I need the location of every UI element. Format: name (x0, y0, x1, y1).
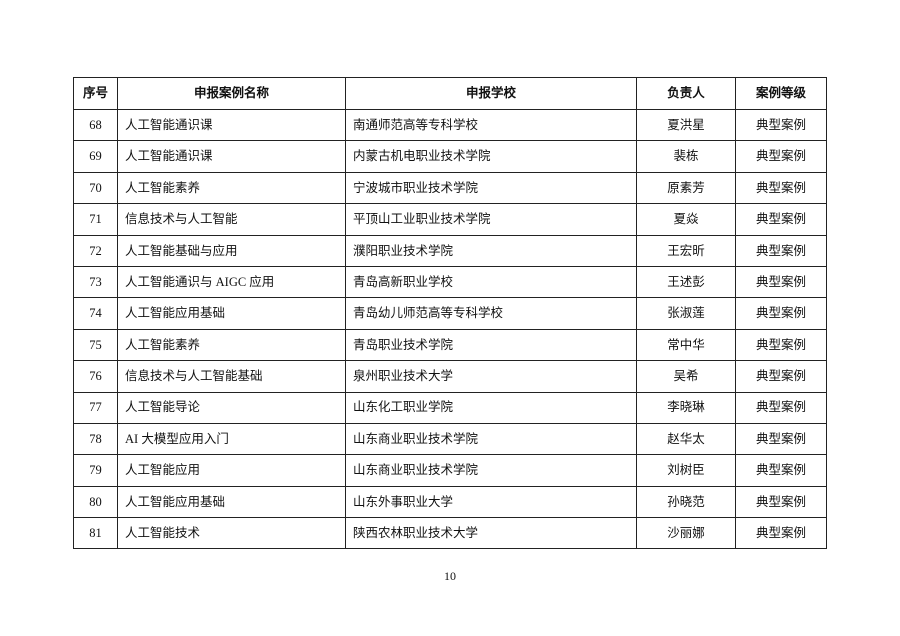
cell-lead: 原素芳 (636, 171, 736, 205)
cell-school: 山东商业职业技术学院 (345, 422, 637, 456)
cell-index: 68 (73, 108, 118, 142)
cell-index: 71 (73, 203, 118, 236)
page-number: 10 (444, 569, 456, 583)
cell-index: 78 (73, 422, 118, 456)
cell-school: 青岛高新职业学校 (345, 265, 637, 299)
cell-school: 平顶山工业职业技术学院 (345, 203, 637, 236)
table-row: 72 人工智能基础与应用 濮阳职业技术学院 王宏昕 典型案例 (73, 234, 827, 267)
cell-case-name: 信息技术与人工智能基础 (117, 360, 346, 393)
cell-level: 典型案例 (735, 391, 827, 424)
cell-index: 70 (73, 171, 118, 205)
table-row: 81 人工智能技术 陕西农林职业技术大学 沙丽娜 典型案例 (73, 517, 827, 550)
cell-level: 典型案例 (735, 234, 827, 267)
cell-case-name: 人工智能应用基础 (117, 485, 346, 519)
cell-case-name: 人工智能导论 (117, 391, 346, 424)
table-header-row: 序号 申报案例名称 申报学校 负责人 案例等级 (73, 77, 827, 110)
cell-lead: 夏洪星 (636, 108, 736, 142)
table-row: 79 人工智能应用 山东商业职业技术学院 刘树臣 典型案例 (73, 454, 827, 487)
header-level: 案例等级 (735, 77, 827, 110)
cell-level: 典型案例 (735, 517, 827, 550)
header-lead: 负责人 (636, 77, 736, 110)
cell-school: 泉州职业技术大学 (345, 360, 637, 393)
table-row: 71 信息技术与人工智能 平顶山工业职业技术学院 夏焱 典型案例 (73, 203, 827, 236)
cell-level: 典型案例 (735, 297, 827, 330)
cell-lead: 裴栋 (636, 140, 736, 173)
case-table: 序号 申报案例名称 申报学校 负责人 案例等级 68 人工智能通识课 南通师范高等专… (73, 77, 827, 550)
cell-lead: 张淑莲 (636, 297, 736, 330)
cell-lead: 王述彭 (636, 265, 736, 299)
table-row: 69 人工智能通识课 内蒙古机电职业技术学院 裴栋 典型案例 (73, 140, 827, 173)
header-index: 序号 (73, 77, 118, 110)
cell-case-name: 人工智能素养 (117, 171, 346, 205)
cell-lead: 常中华 (636, 328, 736, 362)
table-row: 78 AI 大模型应用入门 山东商业职业技术学院 赵华太 典型案例 (73, 422, 827, 456)
header-case-name: 申报案例名称 (117, 77, 346, 110)
cell-lead: 沙丽娜 (636, 517, 736, 550)
cell-case-name: 人工智能通识课 (117, 108, 346, 142)
table-row: 74 人工智能应用基础 青岛幼儿师范高等专科学校 张淑莲 典型案例 (73, 297, 827, 330)
cell-level: 典型案例 (735, 360, 827, 393)
cell-index: 74 (73, 297, 118, 330)
table-row: 77 人工智能导论 山东化工职业学院 李晓琳 典型案例 (73, 391, 827, 424)
cell-school: 宁波城市职业技术学院 (345, 171, 637, 205)
table-row: 75 人工智能素养 青岛职业技术学院 常中华 典型案例 (73, 328, 827, 362)
cell-case-name: 人工智能应用 (117, 454, 346, 487)
cell-index: 76 (73, 360, 118, 393)
cell-index: 77 (73, 391, 118, 424)
table-row: 70 人工智能素养 宁波城市职业技术学院 原素芳 典型案例 (73, 171, 827, 205)
cell-case-name: 人工智能技术 (117, 517, 346, 550)
cell-index: 72 (73, 234, 118, 267)
cell-case-name: 人工智能基础与应用 (117, 234, 346, 267)
cell-level: 典型案例 (735, 171, 827, 205)
cell-lead: 孙晓范 (636, 485, 736, 519)
cell-level: 典型案例 (735, 422, 827, 456)
cell-level: 典型案例 (735, 485, 827, 519)
cell-school: 青岛幼儿师范高等专科学校 (345, 297, 637, 330)
cell-index: 69 (73, 140, 118, 173)
cell-case-name: 人工智能通识课 (117, 140, 346, 173)
cell-index: 73 (73, 265, 118, 299)
cell-school: 南通师范高等专科学校 (345, 108, 637, 142)
cell-school: 山东化工职业学院 (345, 391, 637, 424)
cell-lead: 李晓琳 (636, 391, 736, 424)
cell-case-name: 人工智能素养 (117, 328, 346, 362)
cell-school: 陕西农林职业技术大学 (345, 517, 637, 550)
cell-level: 典型案例 (735, 454, 827, 487)
table-row: 68 人工智能通识课 南通师范高等专科学校 夏洪星 典型案例 (73, 108, 827, 142)
cell-level: 典型案例 (735, 140, 827, 173)
cell-case-name: 人工智能应用基础 (117, 297, 346, 330)
cell-case-name: 信息技术与人工智能 (117, 203, 346, 236)
table-row: 80 人工智能应用基础 山东外事职业大学 孙晓范 典型案例 (73, 485, 827, 519)
cell-school: 山东外事职业大学 (345, 485, 637, 519)
header-school: 申报学校 (345, 77, 637, 110)
cell-lead: 赵华太 (636, 422, 736, 456)
cell-index: 81 (73, 517, 118, 550)
cell-level: 典型案例 (735, 203, 827, 236)
table-row: 73 人工智能通识与 AIGC 应用 青岛高新职业学校 王述彭 典型案例 (73, 265, 827, 299)
cell-case-name: 人工智能通识与 AIGC 应用 (117, 265, 346, 299)
cell-case-name: AI 大模型应用入门 (117, 422, 346, 456)
cell-level: 典型案例 (735, 328, 827, 362)
cell-lead: 刘树臣 (636, 454, 736, 487)
cell-lead: 夏焱 (636, 203, 736, 236)
cell-school: 濮阳职业技术学院 (345, 234, 637, 267)
cell-school: 内蒙古机电职业技术学院 (345, 140, 637, 173)
cell-lead: 吴希 (636, 360, 736, 393)
cell-school: 青岛职业技术学院 (345, 328, 637, 362)
cell-index: 79 (73, 454, 118, 487)
table-row: 76 信息技术与人工智能基础 泉州职业技术大学 吴希 典型案例 (73, 360, 827, 393)
cell-level: 典型案例 (735, 265, 827, 299)
cell-lead: 王宏昕 (636, 234, 736, 267)
cell-index: 75 (73, 328, 118, 362)
cell-school: 山东商业职业技术学院 (345, 454, 637, 487)
cell-level: 典型案例 (735, 108, 827, 142)
cell-index: 80 (73, 485, 118, 519)
